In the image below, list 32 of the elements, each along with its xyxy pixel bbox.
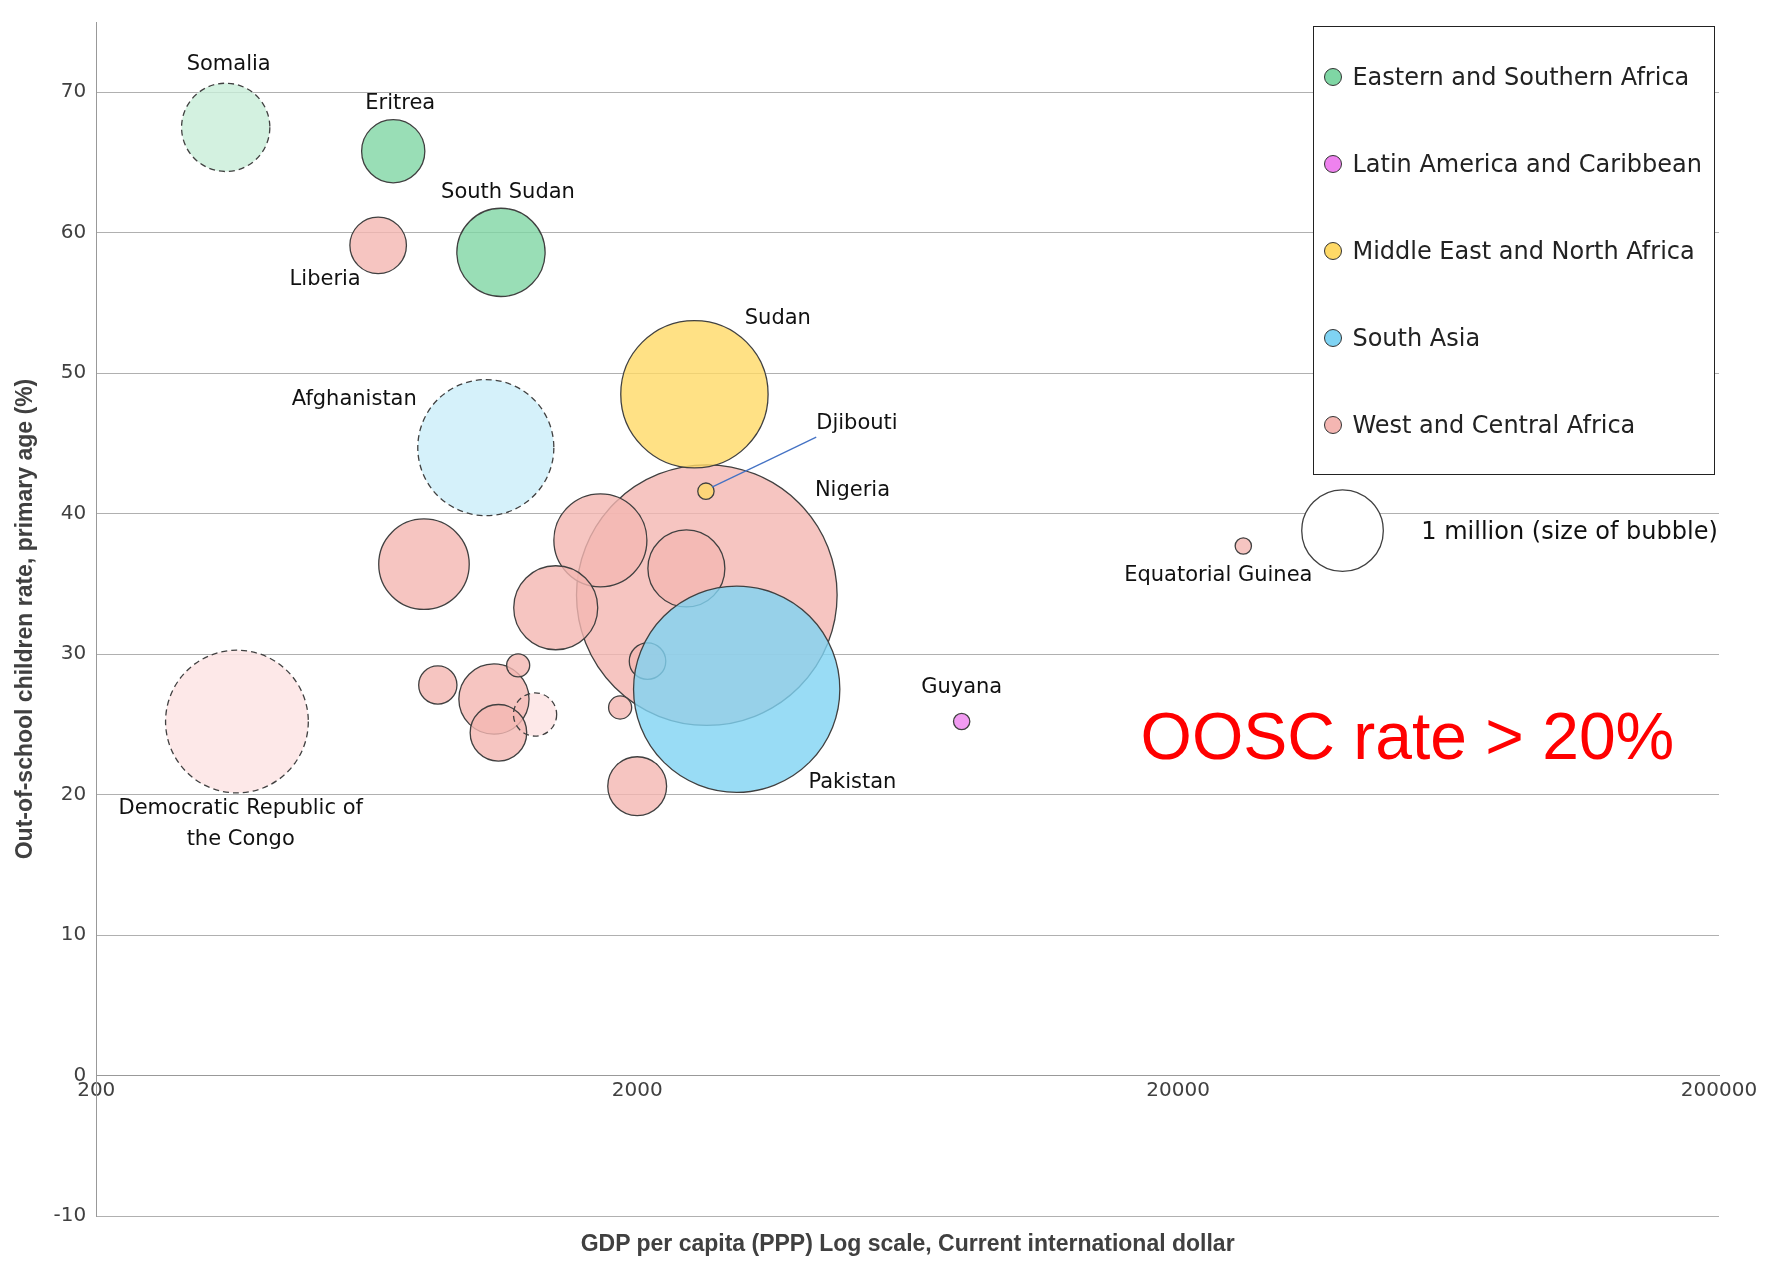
x-tick-label: 2000 — [611, 1076, 663, 1101]
annotation: Sudan — [744, 304, 811, 329]
annotation: Djibouti — [816, 409, 898, 434]
legend-label: Latin America and Caribbean — [1352, 149, 1702, 178]
legend-label: South Asia — [1352, 323, 1481, 352]
y-tick-label: 30 — [60, 640, 87, 665]
y-tick-label: -10 — [53, 1202, 87, 1227]
annotation: Democratic Republic of the Congo — [118, 795, 364, 851]
y-tick-label: 70 — [60, 78, 87, 103]
legend-label: Eastern and Southern Africa — [1352, 62, 1690, 91]
x-axis-title: GDP per capita (PPP) Log scale, Current international dollar — [580, 1230, 1235, 1257]
annotation: Pakistan — [808, 769, 897, 794]
legend-label: West and Central Africa — [1352, 410, 1636, 439]
x-tick-label: 200000 — [1680, 1076, 1758, 1101]
y-tick-label: 10 — [60, 921, 87, 946]
annotation: Nigeria — [814, 476, 891, 501]
y-tick-label: 60 — [60, 218, 87, 243]
annotation: Equatorial Guinea — [1124, 562, 1313, 587]
annotation: Liberia — [289, 265, 361, 290]
annotation: Eritrea — [365, 89, 436, 114]
annotation: OOSC rate > 20% — [1140, 698, 1675, 773]
annotation: Afghanistan — [291, 385, 417, 410]
x-tick-label: 20000 — [1146, 1076, 1210, 1101]
annotation: Somalia — [186, 50, 271, 75]
legend-label: Middle East and North Africa — [1352, 236, 1695, 265]
y-tick-label: 50 — [60, 359, 87, 384]
y-axis-title: Out-of-school children rate, primary age (%) — [11, 378, 38, 860]
annotation: Guyana — [921, 674, 1003, 698]
y-tick-label: 40 — [60, 499, 87, 524]
legend-label: 1 million (size of bubble) — [1421, 516, 1718, 545]
y-tick-label: 20 — [60, 780, 87, 805]
annotation: South Sudan — [441, 178, 575, 203]
